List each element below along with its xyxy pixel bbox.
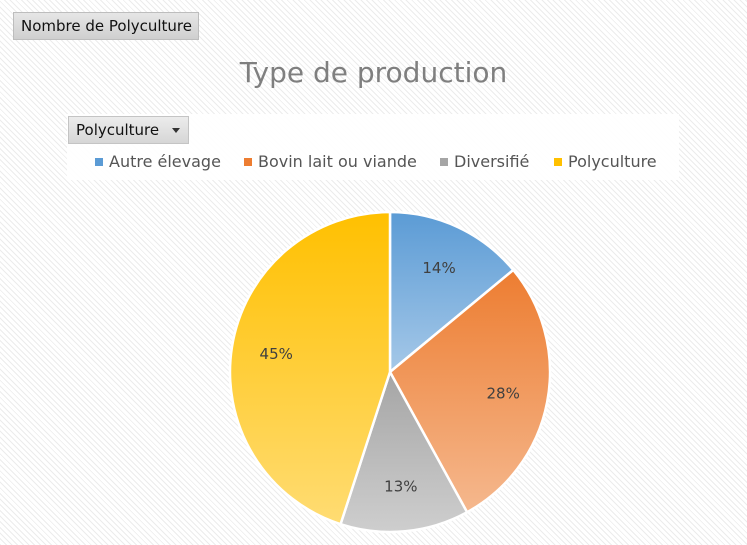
- data-label-3: 45%: [260, 345, 293, 363]
- chart-title: Type de production: [239, 56, 508, 89]
- dropdown-arrow-icon: [172, 128, 180, 133]
- data-label-1: 28%: [486, 385, 519, 403]
- pie-slice-2: [338, 368, 469, 534]
- pie-slice-1: [388, 268, 552, 514]
- filter-dropdown-label: Polyculture: [76, 121, 160, 139]
- pie-slice-0: [388, 210, 516, 375]
- legend-swatch: [554, 158, 562, 166]
- legend-item-diversifie: Diversifié: [440, 152, 529, 172]
- pie-slice-3: [228, 210, 392, 526]
- chart-legend: Autre élevage Bovin lait ou viande Diver…: [0, 152, 747, 174]
- legend-item-polyculture: Polyculture: [554, 152, 657, 172]
- legend-swatch: [244, 158, 252, 166]
- legend-swatch: [440, 158, 448, 166]
- legend-item-autre-elevage: Autre élevage: [95, 152, 221, 172]
- data-label-2: 13%: [384, 478, 417, 496]
- data-label-0: 14%: [422, 259, 455, 277]
- legend-swatch: [95, 158, 103, 166]
- legend-item-bovin: Bovin lait ou viande: [244, 152, 417, 172]
- filter-dropdown-button[interactable]: Polyculture: [68, 116, 189, 144]
- pivot-field-button[interactable]: Nombre de Polyculture: [13, 12, 199, 40]
